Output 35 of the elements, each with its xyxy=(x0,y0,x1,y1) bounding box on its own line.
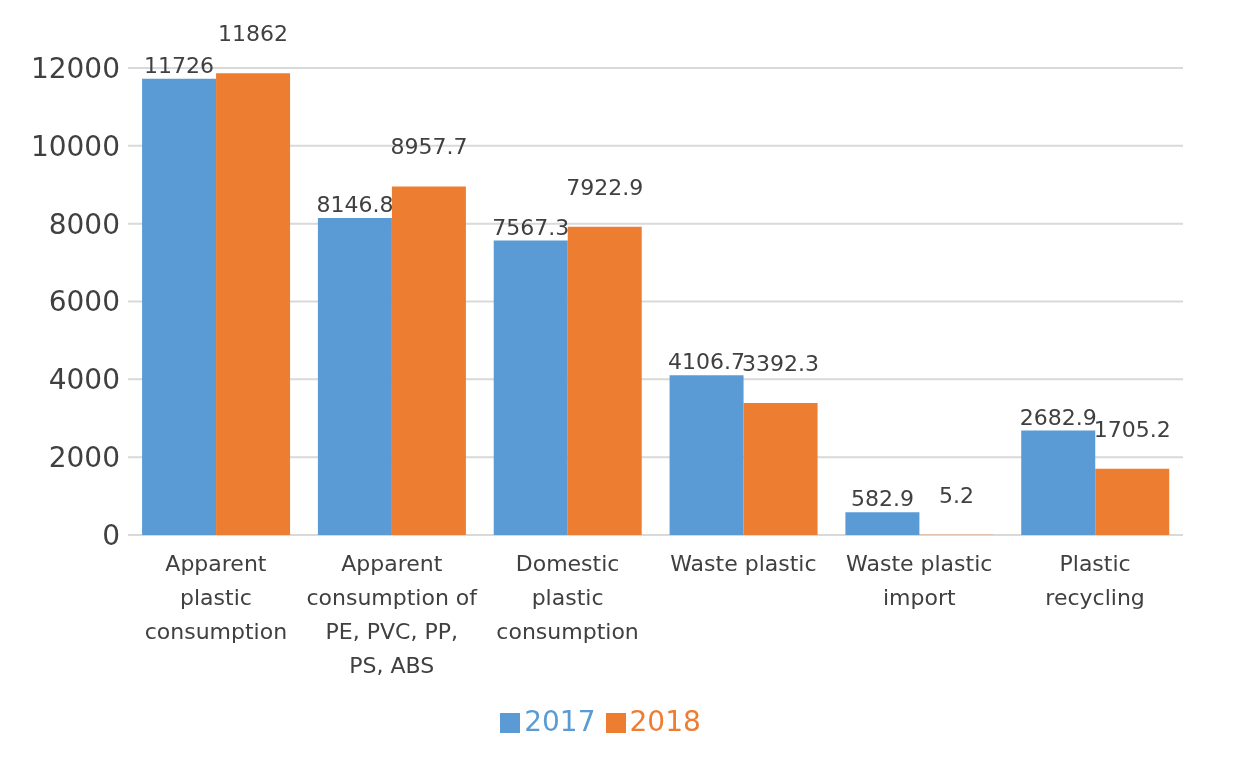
data-label: 11726 xyxy=(144,52,215,78)
y-tick-label: 8000 xyxy=(48,207,120,241)
bar xyxy=(142,78,217,535)
data-label: 7567.3 xyxy=(492,214,570,240)
bar xyxy=(493,240,568,535)
data-label: 5.2 xyxy=(938,482,974,508)
legend-label: 2017 xyxy=(524,705,596,738)
data-label: 8957.7 xyxy=(390,134,468,160)
y-tick-label: 2000 xyxy=(48,441,120,475)
x-tick-label: Waste plastic xyxy=(670,551,817,576)
legend-label: 2018 xyxy=(629,705,701,738)
bar xyxy=(1095,468,1170,535)
x-tick-label: Waste plastic import xyxy=(846,551,993,610)
y-tick-label: 6000 xyxy=(48,285,120,319)
data-label: 7922.9 xyxy=(566,174,644,200)
x-tick-label: Apparent plastic consumption xyxy=(144,551,288,644)
x-tick-label: Domestic plastic consumption xyxy=(496,551,639,644)
y-tick-label: 10000 xyxy=(30,129,120,163)
bar xyxy=(1021,430,1096,535)
data-label: 8146.8 xyxy=(316,191,394,217)
bar xyxy=(391,186,466,535)
data-label: 582.9 xyxy=(850,486,914,512)
y-tick-label: 4000 xyxy=(48,363,120,397)
bar xyxy=(317,217,392,535)
y-tick-label: 12000 xyxy=(30,51,120,85)
bar xyxy=(845,512,920,535)
bar xyxy=(567,226,642,535)
x-tick-label: Plastic recycling xyxy=(1045,551,1145,610)
y-tick-label: 0 xyxy=(102,518,120,552)
x-tick-label: Apparent consumption of PE, PVC, PP, PS, ABS xyxy=(306,551,479,678)
bar xyxy=(743,402,818,535)
data-label: 11862 xyxy=(218,21,289,47)
data-label: 2682.9 xyxy=(1019,404,1097,430)
bar xyxy=(669,375,744,535)
bar xyxy=(216,73,291,535)
